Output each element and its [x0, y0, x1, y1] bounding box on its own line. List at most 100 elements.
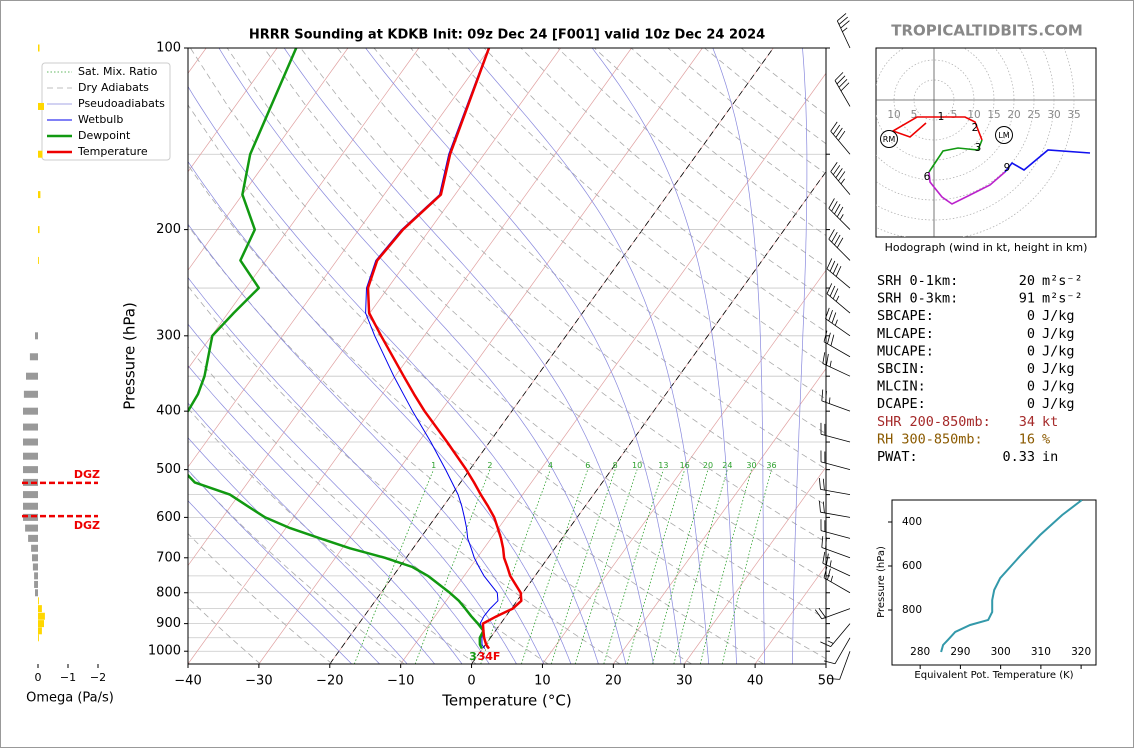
legend-label: Dewpoint [78, 129, 131, 142]
theta-e-x-label: Equivalent Pot. Temperature (K) [914, 670, 1073, 681]
chart-title: HRRR Sounding at KDKB Init: 09z Dec 24 [… [249, 28, 765, 43]
hodograph-ring-label: 15 [987, 109, 1000, 121]
wind-barb [823, 637, 851, 665]
index-value: 20 [1019, 273, 1035, 289]
omega-bar [38, 634, 39, 642]
mixing-ratio-label: 1 [431, 461, 436, 470]
hodograph-ring-label: 5 [911, 109, 918, 121]
pseudoadiabat [792, 48, 808, 664]
pseudoadiabat [188, 277, 517, 664]
x-tick-label: 0 [467, 674, 475, 689]
hodograph-ring [893, 59, 975, 141]
pseudoadiabat [188, 500, 353, 664]
x-axis-label: Temperature (°C) [441, 692, 571, 710]
index-value: 0 [1027, 396, 1035, 412]
omega-bar [23, 423, 38, 431]
theta-e-panel: 280 290 300 310 320 400 600 800 [888, 500, 1091, 669]
index-label: RH 300-850mb: [877, 431, 983, 447]
theta-e-line [940, 500, 1083, 653]
omega-axis-label: Omega (Pa/s) [26, 691, 114, 706]
index-unit: J/kg [1042, 379, 1075, 395]
wind-barb [820, 519, 851, 539]
hodograph-ring [876, 48, 1035, 201]
mixing-ratio-label: 4 [548, 461, 553, 470]
isotherm [188, 48, 420, 370]
pseudoadiabat [188, 223, 545, 664]
mixing-ratio-line [699, 469, 752, 664]
height-label: 6 [924, 171, 931, 183]
hodograph-ring-label: 5 [951, 109, 958, 121]
hodograph-caption: Hodograph (wind in kt, height in km) [885, 241, 1088, 254]
hodograph-ring-label: 20 [1007, 109, 1020, 121]
omega-bar [35, 332, 38, 340]
y-tick-label: 600 [156, 510, 181, 525]
index-unit: in [1042, 449, 1058, 465]
height-label: 1 [938, 111, 945, 123]
dry-adiabat [190, 48, 826, 620]
pseudoadiabat [218, 48, 627, 664]
pseudoadiabat [283, 48, 654, 664]
pseudoadiabat [712, 48, 765, 664]
index-label: SBCAPE: [877, 308, 934, 324]
omega-bar [38, 44, 40, 52]
index-unit: J/kg [1042, 326, 1075, 342]
y-tick-label: 200 [156, 222, 181, 237]
theta-y-tick-label: 600 [902, 560, 922, 572]
y-tick-label: 1000 [148, 644, 181, 659]
omega-bar [23, 452, 38, 460]
pseudoadiabat [188, 323, 490, 664]
index-unit: % [1042, 431, 1050, 447]
omega-x-tick-label: −1 [60, 671, 76, 684]
dry-adiabat [520, 48, 826, 300]
omega-bar [23, 438, 38, 446]
index-value: 0 [1027, 308, 1035, 324]
mixing-ratio-label: 8 [613, 461, 618, 470]
omega-bar [25, 524, 38, 532]
wind-barb [834, 72, 851, 107]
y-tick-label: 800 [156, 585, 181, 600]
pseudoadiabat [365, 48, 682, 664]
x-tick-label: −40 [174, 674, 201, 689]
hodograph-ring [913, 79, 955, 121]
pseudoadiabat [188, 437, 408, 664]
pseudoadiabat [188, 402, 435, 664]
omega-bar [38, 102, 44, 110]
hodograph-ring [876, 48, 1075, 237]
wind-barb [820, 450, 851, 471]
isotherm [188, 48, 278, 173]
omega-bar [28, 534, 38, 542]
profile-line [188, 48, 485, 650]
omega-bar [23, 513, 38, 521]
index-value: 0 [1027, 379, 1035, 395]
x-tick-label: −10 [387, 674, 414, 689]
wind-barb [823, 330, 851, 358]
legend: Sat. Mix. Ratio Dry Adiabats Pseudoadiabat… [47, 65, 165, 158]
hodograph-segment [928, 171, 1006, 205]
x-tick-label: −30 [245, 674, 272, 689]
index-unit: m²s⁻² [1042, 273, 1083, 289]
x-tick-label: 50 [818, 674, 835, 689]
mixing-ratio-label: 10 [632, 461, 642, 470]
legend-label: Wetbulb [78, 113, 123, 126]
wind-barb [823, 566, 851, 594]
hodograph-segment [891, 116, 983, 141]
wind-barb [820, 623, 851, 647]
theta-e-frame [891, 499, 1097, 666]
isotherm [400, 72, 826, 664]
index-label: SRH 0-3km: [877, 291, 958, 307]
surface-temperature-label: 34F [478, 650, 501, 663]
skewt-frame [187, 47, 827, 665]
hodograph-segment [928, 139, 983, 173]
omega-bar [23, 491, 38, 499]
pseudoadiabat [467, 48, 710, 664]
height-label: 2 [972, 122, 979, 134]
y-tick-label: 500 [156, 462, 181, 477]
wind-barb [819, 478, 851, 495]
hodograph-ring [876, 48, 995, 161]
wind-barb [814, 607, 851, 620]
mixing-ratio-line [550, 469, 616, 664]
omega-bar [38, 620, 44, 628]
index-label: SRH 0-1km: [877, 273, 958, 289]
index-unit: J/kg [1042, 343, 1075, 359]
omega-bar [38, 627, 42, 635]
